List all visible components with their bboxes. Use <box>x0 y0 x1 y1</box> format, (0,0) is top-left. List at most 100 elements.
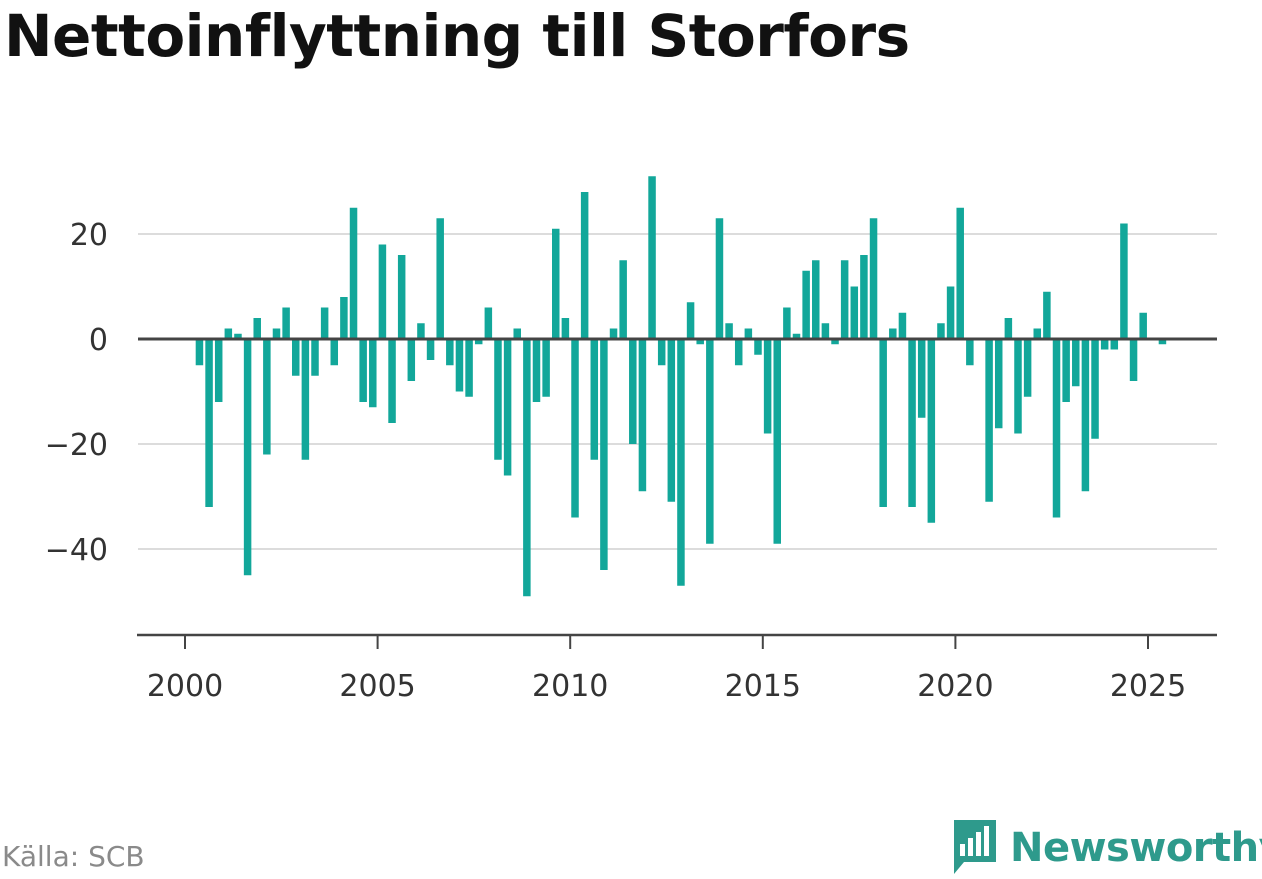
y-tick-label: 20 <box>70 218 108 253</box>
bar <box>484 307 493 339</box>
bar <box>763 339 772 434</box>
y-tick-label: −40 <box>45 533 108 568</box>
bar <box>629 339 637 444</box>
bar <box>446 339 454 366</box>
bar <box>552 228 560 339</box>
bar <box>898 312 907 339</box>
bar <box>532 339 541 402</box>
bar <box>648 176 656 339</box>
bar <box>224 328 233 339</box>
brand-name: Newsworthy <box>1010 825 1262 871</box>
bar <box>272 328 281 339</box>
bar <box>754 339 762 355</box>
bar <box>417 323 425 339</box>
bar <box>436 218 444 339</box>
axes <box>137 337 1217 649</box>
bar <box>1072 339 1080 387</box>
bar <box>311 339 319 376</box>
bar <box>1052 339 1061 518</box>
bar <box>494 339 502 460</box>
bar <box>917 339 926 418</box>
bar <box>783 307 791 339</box>
bar <box>330 339 339 366</box>
chart-title: Nettoinflyttning till Storfors <box>4 2 910 70</box>
bar <box>994 339 1003 429</box>
bar <box>696 339 704 345</box>
bar <box>503 339 512 476</box>
bar <box>1158 339 1167 345</box>
bar <box>802 270 810 339</box>
bar <box>725 323 733 339</box>
bar <box>619 260 627 339</box>
bar <box>812 260 820 339</box>
brand-logo: Newsworthy <box>950 818 1262 878</box>
bar <box>609 328 618 339</box>
bar <box>243 339 252 576</box>
bar <box>359 339 367 402</box>
bar <box>1062 339 1070 402</box>
bar <box>1014 339 1022 434</box>
bar <box>474 339 483 345</box>
bar <box>542 339 550 397</box>
bar <box>1081 339 1090 492</box>
tick-labels: −40 −20 0 20 2000 2005 2010 2015 2020 2025 <box>45 218 1186 704</box>
bar <box>388 339 396 423</box>
bar <box>580 192 589 339</box>
bar <box>523 339 531 597</box>
bar <box>291 339 300 376</box>
source-note: Källa: SCB <box>2 840 145 873</box>
bar <box>455 339 464 392</box>
x-tick-label: 2020 <box>917 669 993 704</box>
x-tick-label: 2010 <box>532 669 608 704</box>
bar <box>889 328 897 339</box>
bar <box>600 339 608 570</box>
bar <box>571 339 579 518</box>
x-tick-label: 2000 <box>147 669 223 704</box>
bar <box>1033 328 1042 339</box>
bar <box>205 339 213 507</box>
bar <box>946 286 955 339</box>
x-tick-label: 2005 <box>339 669 415 704</box>
bar <box>1043 291 1051 339</box>
bar <box>378 244 387 339</box>
bar-chart-speech-bubble-icon <box>954 820 996 874</box>
bar <box>349 207 358 339</box>
bar <box>1120 223 1128 339</box>
bar <box>686 302 695 339</box>
bar <box>840 260 849 339</box>
y-tick-label: −20 <box>45 428 108 463</box>
bar <box>407 339 416 381</box>
bar <box>937 323 945 339</box>
bar <box>214 339 223 402</box>
bar <box>831 339 839 345</box>
bar <box>1004 318 1013 339</box>
bar <box>513 328 521 339</box>
bar <box>734 339 743 366</box>
bar <box>1139 312 1147 339</box>
bar <box>369 339 377 408</box>
x-tick-label: 2025 <box>1110 669 1186 704</box>
bar <box>744 328 753 339</box>
bar <box>706 339 714 544</box>
bar <box>792 333 801 339</box>
bar <box>850 286 859 339</box>
y-tick-label: 0 <box>89 323 108 358</box>
bar <box>1023 339 1032 397</box>
bar <box>966 339 974 366</box>
bar <box>426 339 435 360</box>
bar <box>561 318 570 339</box>
bar <box>1129 339 1138 381</box>
bar <box>638 339 647 492</box>
bar <box>263 339 271 455</box>
bar <box>927 339 936 523</box>
bar <box>657 339 666 366</box>
bar <box>879 339 887 507</box>
bar <box>234 333 242 339</box>
bar <box>773 339 781 544</box>
bars <box>195 176 1167 597</box>
bar <box>1100 339 1109 350</box>
bar <box>465 339 473 397</box>
bar <box>195 339 204 366</box>
bar <box>677 339 685 586</box>
bar <box>869 218 878 339</box>
